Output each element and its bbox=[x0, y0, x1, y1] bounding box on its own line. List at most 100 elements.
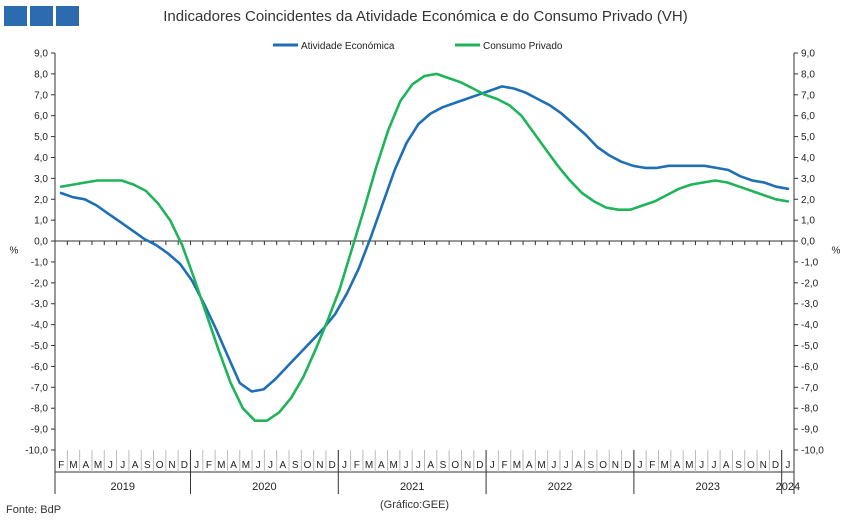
month-label: J bbox=[404, 460, 409, 471]
y-tick-label-right: 9,0 bbox=[801, 49, 815, 60]
month-label: D bbox=[476, 460, 483, 471]
y-axis-label-left: % bbox=[10, 246, 19, 257]
month-label: A bbox=[575, 460, 582, 471]
month-label: M bbox=[661, 460, 669, 471]
month-label: O bbox=[747, 460, 755, 471]
month-label: S bbox=[144, 460, 151, 471]
month-label: M bbox=[217, 460, 225, 471]
year-label: 2019 bbox=[110, 481, 134, 493]
year-label: 2024 bbox=[776, 481, 800, 493]
y-tick-label-right: -9,0 bbox=[801, 425, 819, 436]
month-label: N bbox=[168, 460, 175, 471]
month-label: J bbox=[108, 460, 113, 471]
y-tick-label-left: -7,0 bbox=[31, 383, 49, 394]
y-axis-label-right: % bbox=[832, 246, 841, 257]
source-note: Fonte: BdP bbox=[6, 504, 62, 516]
gee-logo bbox=[4, 6, 79, 26]
month-label: M bbox=[513, 460, 521, 471]
y-tick-label-right: -10,0 bbox=[801, 446, 824, 457]
month-label: M bbox=[94, 460, 102, 471]
month-label: A bbox=[526, 460, 533, 471]
y-tick-label-right: 7,0 bbox=[801, 90, 815, 101]
y-tick-label-left: -10,0 bbox=[25, 446, 48, 457]
y-tick-label-right: -4,0 bbox=[801, 320, 819, 331]
month-label: S bbox=[587, 460, 594, 471]
year-label: 2020 bbox=[252, 481, 276, 493]
series-line-consumo-privado bbox=[59, 72, 790, 423]
year-label: 2023 bbox=[696, 481, 720, 493]
month-label: J bbox=[256, 460, 261, 471]
legend-label: Atividade Económica bbox=[301, 41, 395, 52]
y-tick-label-right: 1,0 bbox=[801, 216, 815, 227]
month-label: O bbox=[156, 460, 164, 471]
legend-label: Consumo Privado bbox=[483, 41, 563, 52]
month-label: A bbox=[230, 460, 237, 471]
month-label: S bbox=[292, 460, 299, 471]
month-label: F bbox=[206, 460, 212, 471]
month-label: D bbox=[624, 460, 631, 471]
month-label: J bbox=[120, 460, 125, 471]
y-tick-label-left: 3,0 bbox=[34, 174, 48, 185]
y-tick-label-left: -1,0 bbox=[31, 257, 49, 268]
y-tick-label-left: -2,0 bbox=[31, 278, 49, 289]
logo-block-1 bbox=[4, 6, 27, 26]
month-label: J bbox=[711, 460, 716, 471]
year-label: 2022 bbox=[548, 481, 572, 493]
month-label: O bbox=[451, 460, 459, 471]
y-tick-label-right: 4,0 bbox=[801, 153, 815, 164]
month-label: O bbox=[304, 460, 312, 471]
logo-block-2 bbox=[30, 6, 53, 26]
y-tick-label-left: 5,0 bbox=[34, 132, 48, 143]
y-tick-label-right: -6,0 bbox=[801, 362, 819, 373]
month-label: J bbox=[564, 460, 569, 471]
y-tick-label-left: -6,0 bbox=[31, 362, 49, 373]
y-tick-label-left: -3,0 bbox=[31, 299, 49, 310]
month-label: A bbox=[674, 460, 681, 471]
month-label: M bbox=[242, 460, 250, 471]
y-tick-label-left: 6,0 bbox=[34, 111, 48, 122]
y-tick-label-right: 8,0 bbox=[801, 69, 815, 80]
month-label: M bbox=[365, 460, 373, 471]
year-label: 2021 bbox=[400, 481, 424, 493]
month-label: J bbox=[699, 460, 704, 471]
y-tick-label-left: 1,0 bbox=[34, 216, 48, 227]
chart-title: Indicadores Coincidentes da Atividade Ec… bbox=[163, 8, 688, 25]
y-tick-label-left: 7,0 bbox=[34, 90, 48, 101]
logo-block-3 bbox=[56, 6, 79, 26]
month-label: J bbox=[268, 460, 273, 471]
month-label: A bbox=[427, 460, 434, 471]
month-label: N bbox=[316, 460, 323, 471]
y-tick-label-right: -7,0 bbox=[801, 383, 819, 394]
month-label: A bbox=[378, 460, 385, 471]
month-label: J bbox=[194, 460, 199, 471]
y-tick-label-left: -5,0 bbox=[31, 341, 49, 352]
y-tick-label-left: 0,0 bbox=[34, 237, 48, 248]
month-label: N bbox=[464, 460, 471, 471]
month-label: M bbox=[685, 460, 693, 471]
month-label: J bbox=[342, 460, 347, 471]
y-tick-label-left: -4,0 bbox=[31, 320, 49, 331]
y-tick-label-right: 5,0 bbox=[801, 132, 815, 143]
month-label: F bbox=[649, 460, 655, 471]
y-tick-label-left: 2,0 bbox=[34, 195, 48, 206]
month-label: M bbox=[390, 460, 398, 471]
month-label: J bbox=[416, 460, 421, 471]
month-label: A bbox=[280, 460, 287, 471]
month-label: O bbox=[599, 460, 607, 471]
y-tick-label-left: -9,0 bbox=[31, 425, 49, 436]
month-label: F bbox=[502, 460, 508, 471]
y-tick-label-left: 4,0 bbox=[34, 153, 48, 164]
y-tick-label-right: 2,0 bbox=[801, 195, 815, 206]
month-label: D bbox=[181, 460, 188, 471]
y-tick-label-right: 0,0 bbox=[801, 237, 815, 248]
month-label: M bbox=[537, 460, 545, 471]
month-label: N bbox=[612, 460, 619, 471]
month-label: F bbox=[58, 460, 64, 471]
month-label: F bbox=[354, 460, 360, 471]
y-tick-label-right: 6,0 bbox=[801, 111, 815, 122]
month-label: S bbox=[735, 460, 742, 471]
month-label: S bbox=[440, 460, 447, 471]
y-tick-label-left: -8,0 bbox=[31, 404, 49, 415]
y-tick-label-left: 8,0 bbox=[34, 69, 48, 80]
